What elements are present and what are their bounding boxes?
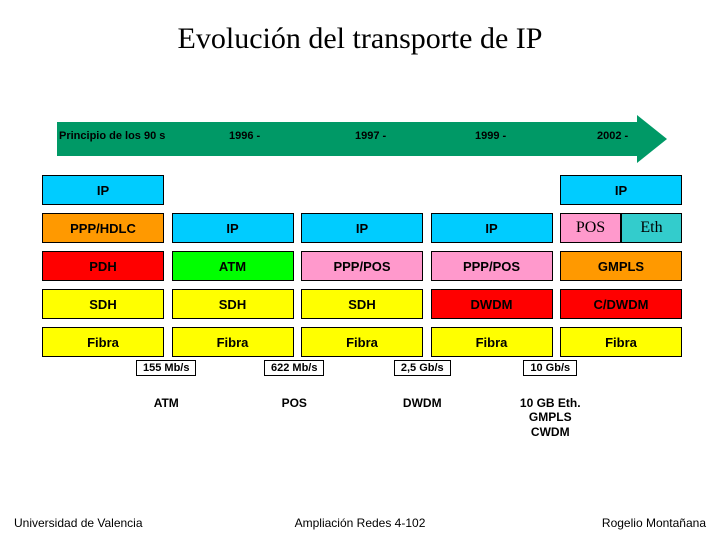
stack-cell: DWDM	[431, 289, 553, 319]
slide-title: Evolución del transporte de IP	[0, 22, 720, 56]
stack-grid: IPIPPPP/HDLCIPIPIPPOSEthPDHATMPPP/POSPPP…	[42, 175, 682, 357]
stack-cell: Fibra	[42, 327, 164, 357]
stack-cell: GMPLS	[560, 251, 682, 281]
stack-cell: IP	[172, 213, 294, 243]
stack-row: FibraFibraFibraFibraFibra	[42, 327, 682, 357]
stack-cell: SDH	[172, 289, 294, 319]
stack-cell: Eth	[621, 213, 682, 243]
stack-row: SDHSDHSDHDWDMC/DWDM	[42, 289, 682, 319]
speed-label: 2,5 Gb/s	[298, 366, 419, 382]
stack-row: IP IP	[42, 175, 682, 205]
split-cell: POSEth	[560, 213, 682, 243]
stack-cell: ATM	[172, 251, 294, 281]
stack-cell: PPP/HDLC	[42, 213, 164, 243]
stack-cell: IP	[301, 213, 423, 243]
tech-label: POS	[170, 396, 291, 439]
stack-cell: Fibra	[431, 327, 553, 357]
stack-row: PDHATMPPP/POSPPP/POSGMPLS	[42, 251, 682, 281]
timeline-label: 1996 -	[229, 130, 260, 142]
stack-cell: PDH	[42, 251, 164, 281]
tech-label: ATM	[42, 396, 163, 439]
stack-cell: PPP/POS	[301, 251, 423, 281]
stack-cell: C/DWDM	[560, 289, 682, 319]
stack-cell: Fibra	[172, 327, 294, 357]
timeline-label: 2002 -	[597, 130, 628, 142]
stack-cell: IP	[42, 175, 164, 205]
stack-cell: Fibra	[301, 327, 423, 357]
timeline-labels: Principio de los 90 s 1996 - 1997 - 1999 - 2…	[57, 122, 667, 156]
speed-label: 155 Mb/s	[42, 366, 163, 382]
speed-label: 622 Mb/s	[170, 366, 291, 382]
tech-labels: ATMPOSDWDM10 GB Eth.GMPLSCWDM	[42, 396, 682, 439]
stack-cell: SDH	[301, 289, 423, 319]
empty-cell	[172, 175, 294, 205]
stack-row: PPP/HDLCIPIPIPPOSEth	[42, 213, 682, 243]
stack-cell: IP	[431, 213, 553, 243]
stack-cell: IP	[560, 175, 682, 205]
empty-cell	[431, 175, 553, 205]
stack-cell: PPP/POS	[431, 251, 553, 281]
timeline-label: 1999 -	[475, 130, 506, 142]
stack-cell: POS	[560, 213, 621, 243]
tech-label: 10 GB Eth.GMPLSCWDM	[426, 396, 547, 439]
speed-label: 10 Gb/s	[426, 366, 547, 382]
stack-cell: Fibra	[560, 327, 682, 357]
empty-cell	[301, 175, 423, 205]
timeline-label: 1997 -	[355, 130, 386, 142]
tech-label: DWDM	[298, 396, 419, 439]
timeline-label: Principio de los 90 s	[59, 130, 165, 142]
footer-right: Rogelio Montañana	[602, 516, 706, 530]
timeline-arrow: Principio de los 90 s 1996 - 1997 - 1999 - 2…	[57, 122, 667, 156]
stack-cell: SDH	[42, 289, 164, 319]
speed-labels: 155 Mb/s 622 Mb/s 2,5 Gb/s 10 Gb/s	[42, 366, 682, 382]
slide: Evolución del transporte de IP Principio…	[0, 0, 720, 540]
